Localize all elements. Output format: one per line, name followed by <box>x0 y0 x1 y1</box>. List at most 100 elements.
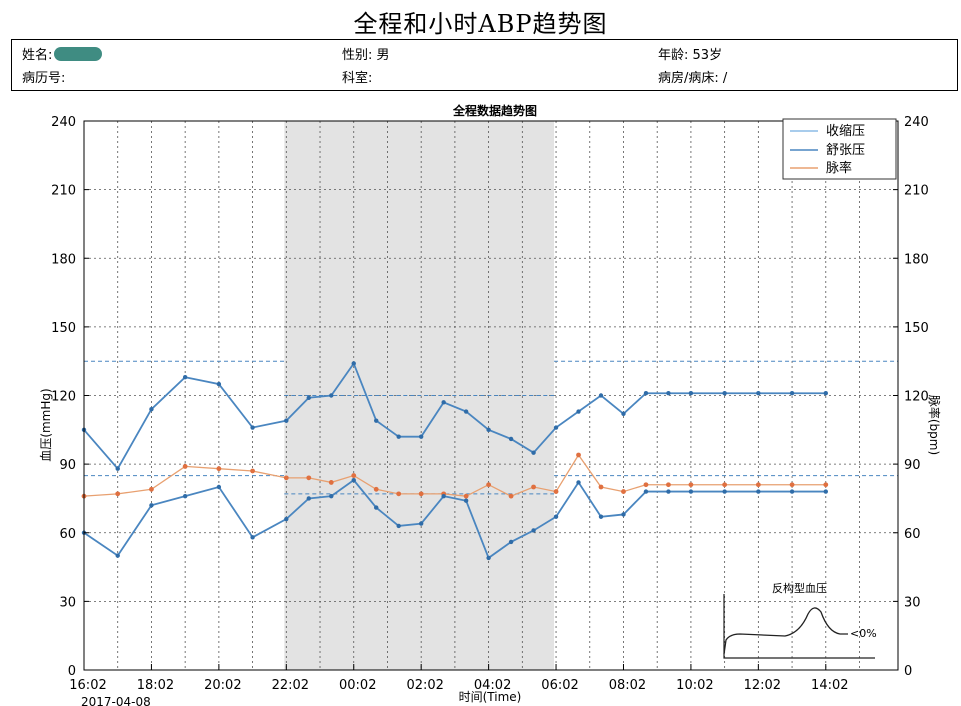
data-point <box>216 381 222 387</box>
data-point <box>598 514 604 519</box>
data-point <box>216 484 222 490</box>
data-point <box>250 425 255 430</box>
inset-axis <box>723 594 875 659</box>
age-value: 53岁 <box>692 48 723 63</box>
data-point <box>149 486 154 492</box>
data-point <box>553 514 559 519</box>
y2-tick-label: 90 <box>904 458 921 473</box>
data-point <box>688 489 694 494</box>
data-point <box>396 434 401 439</box>
y-tick-label: 210 <box>51 184 76 199</box>
sex-label: 性别: <box>342 48 373 63</box>
data-point <box>823 391 828 396</box>
data-point <box>531 450 536 455</box>
data-point <box>351 361 356 366</box>
patient-name: 姓名: <box>22 44 103 63</box>
data-point <box>396 491 402 497</box>
y2-tick-label: 210 <box>904 184 929 199</box>
data-point <box>508 436 514 442</box>
x-axis-label: 时间(Time) <box>459 690 522 704</box>
page-title: 全程和小时ABP趋势图 <box>353 10 608 38</box>
legend: 收缩压 舒张压 脉率 <box>782 118 897 180</box>
x-tick-label: 02:02 <box>406 678 443 693</box>
y-tick-label: 0 <box>68 664 76 679</box>
x-tick-label: 10:02 <box>676 678 713 693</box>
data-point <box>284 516 289 522</box>
patient-ward: 病房/病床: / <box>658 67 727 86</box>
y-tick-label: 30 <box>59 595 76 610</box>
data-point <box>463 409 469 414</box>
data-point <box>351 473 357 478</box>
grid-layer <box>84 121 898 670</box>
patient-record: 病历号: <box>22 67 65 86</box>
series-layer <box>81 361 829 561</box>
data-point <box>115 491 121 497</box>
ward-value: / <box>722 71 728 86</box>
y-tick-label: 60 <box>59 527 76 542</box>
data-point <box>576 409 581 414</box>
data-point <box>374 505 379 510</box>
data-point <box>418 434 424 439</box>
data-point <box>306 475 312 481</box>
data-point <box>576 452 581 458</box>
data-point <box>789 489 795 494</box>
y-tick-label: 240 <box>51 115 76 130</box>
data-point <box>643 391 649 396</box>
data-point <box>463 498 469 503</box>
data-point <box>666 482 671 488</box>
patient-dept: 科室: <box>342 67 372 86</box>
age-label: 年龄: <box>658 48 689 63</box>
data-point <box>182 375 188 380</box>
data-point <box>643 489 649 494</box>
data-point <box>182 464 188 469</box>
x-tick-label: 14:02 <box>811 678 848 693</box>
data-point <box>789 482 795 488</box>
legend-label-systolic: 收缩压 <box>826 123 865 139</box>
data-point <box>576 480 581 485</box>
data-point <box>643 482 649 488</box>
data-point <box>329 393 334 398</box>
data-point <box>373 486 379 492</box>
y2-axis-label: 脉率(bpm) <box>927 395 942 455</box>
data-point <box>722 489 727 494</box>
data-point <box>149 503 154 508</box>
x-tick-label: 22:02 <box>272 678 309 693</box>
data-point <box>284 418 289 423</box>
record-label: 病历号: <box>22 71 66 86</box>
reference-lines-layer <box>84 360 898 495</box>
data-point <box>756 391 761 396</box>
patient-age: 年龄: 53岁 <box>658 44 722 63</box>
y-tick-label: 90 <box>59 458 76 473</box>
data-point <box>553 489 559 494</box>
data-point <box>306 496 311 501</box>
data-point <box>508 493 514 499</box>
data-point <box>756 489 761 494</box>
x-tick-label: 04:02 <box>474 678 511 693</box>
data-point <box>531 528 536 533</box>
y-axis-label: 血压(mmHg) <box>39 388 53 461</box>
x-tick-label: 16:02 <box>69 678 106 693</box>
data-point <box>789 391 795 396</box>
inset-waveform <box>723 607 848 655</box>
x-tick-label: 18:02 <box>137 678 174 693</box>
data-point <box>621 512 626 517</box>
data-point <box>688 482 694 488</box>
data-point <box>418 491 424 497</box>
data-point <box>666 391 671 396</box>
data-point <box>441 493 446 499</box>
data-point <box>621 489 626 494</box>
data-point <box>149 407 154 412</box>
x-tick-label: 20:02 <box>204 678 241 693</box>
y2-tick-label: 30 <box>904 595 921 610</box>
data-point <box>823 489 828 494</box>
redaction-mark <box>54 47 103 61</box>
data-point <box>598 484 604 490</box>
data-point <box>306 395 311 400</box>
data-point <box>666 489 671 494</box>
data-point <box>396 523 401 529</box>
data-point <box>216 466 222 472</box>
data-point <box>486 427 491 433</box>
data-point <box>115 553 120 558</box>
x-tick-label: 00:02 <box>339 678 376 693</box>
y-tick-label: 120 <box>51 390 76 405</box>
